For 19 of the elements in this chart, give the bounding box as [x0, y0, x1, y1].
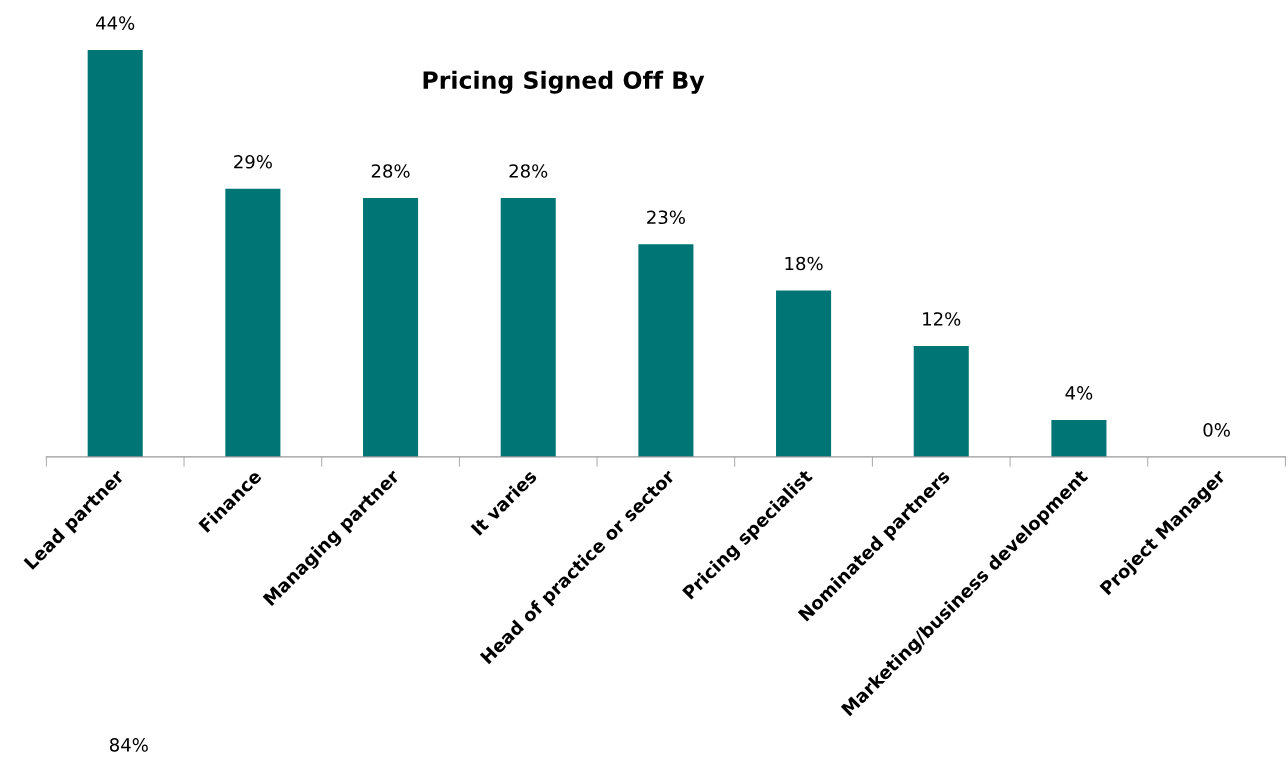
bar — [1051, 419, 1107, 457]
data-label: 28% — [509, 164, 548, 178]
data-label: 44% — [96, 16, 135, 30]
bar — [638, 244, 694, 457]
text: Pricing Signed Off By — [423, 70, 705, 94]
text: 84% — [109, 738, 148, 752]
bar — [363, 198, 419, 457]
data-label: 23% — [647, 210, 685, 225]
data-label: 4% — [1065, 386, 1093, 400]
bar — [776, 290, 832, 457]
data-label: 28% — [371, 164, 410, 178]
bar — [913, 345, 969, 457]
bar — [500, 198, 556, 457]
data-label: 12% — [923, 312, 961, 326]
bar — [87, 50, 143, 457]
data-label: 18% — [785, 256, 823, 271]
data-label: 0% — [1203, 423, 1230, 437]
bar — [225, 188, 281, 457]
data-label: 29% — [234, 154, 272, 169]
